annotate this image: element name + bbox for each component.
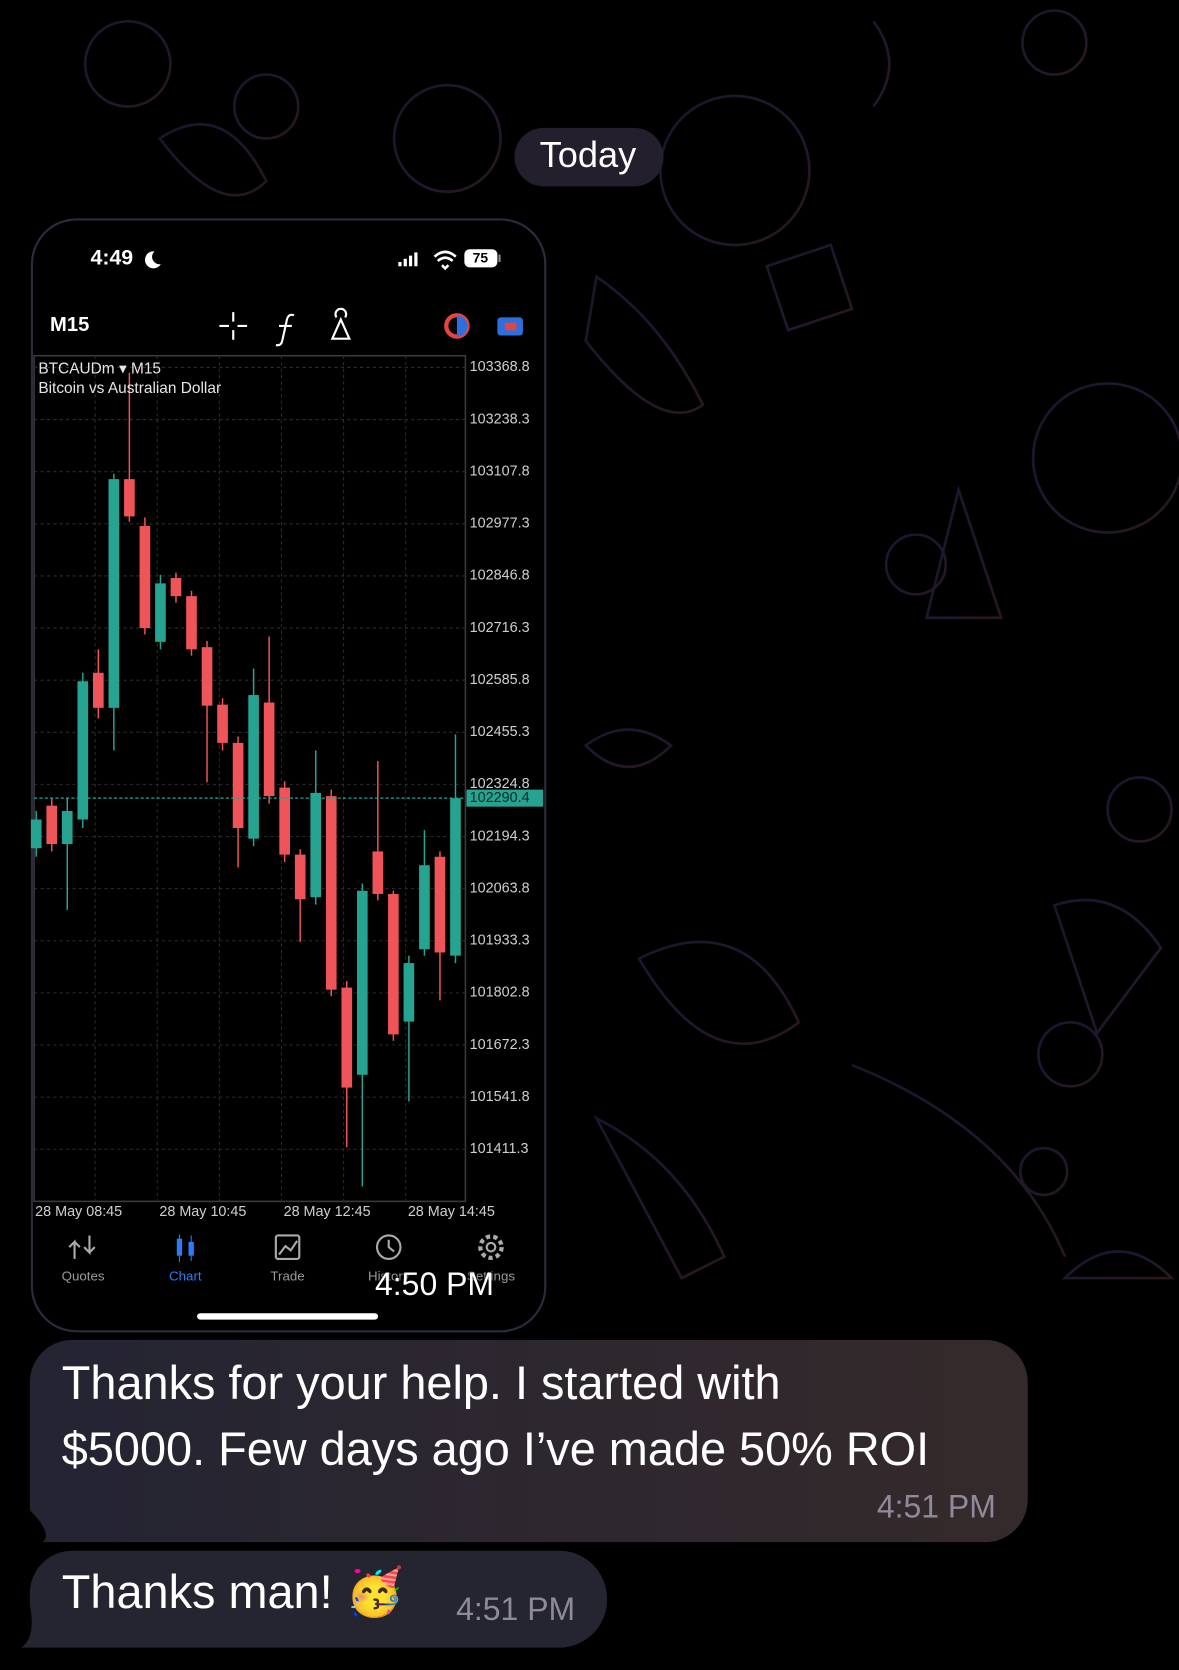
- candle-body: [294, 854, 306, 900]
- chart-icon[interactable]: [176, 1234, 194, 1263]
- message-bubble[interactable]: [21, 1550, 608, 1648]
- message-text: Thanks man! 🥳: [62, 1564, 404, 1619]
- chart-subtitle: Bitcoin vs Australian Dollar: [38, 380, 221, 397]
- y-tick-label: 101541.8: [470, 1089, 530, 1105]
- objects-icon[interactable]: [330, 307, 351, 340]
- current-price-box: [466, 789, 544, 807]
- y-tick-label: 102716.3: [470, 620, 530, 636]
- date-badge: [514, 127, 664, 187]
- timeframe-button[interactable]: M15: [50, 314, 89, 336]
- message-time: 4:50 PM: [375, 1266, 494, 1302]
- chart-title: BTCAUDm ▾ M15: [38, 361, 161, 378]
- candle-body: [341, 987, 353, 1088]
- nav-tab-label[interactable]: Chart: [169, 1269, 202, 1284]
- candle-body: [77, 681, 89, 820]
- indicators-icon[interactable]: [275, 313, 295, 347]
- settings-center: [485, 1241, 497, 1253]
- y-tick-label: 101933.3: [470, 933, 530, 949]
- candle-body: [61, 811, 73, 844]
- doodle-pattern: [83, 9, 1179, 1450]
- candle-body: [92, 672, 104, 708]
- message-text: $5000. Few days ago I’ve made 50% ROI: [62, 1423, 929, 1475]
- candle-body: [124, 479, 135, 517]
- candle-body: [30, 819, 42, 849]
- candle-body: [155, 583, 166, 642]
- nav-tab-label[interactable]: Settings: [467, 1269, 515, 1284]
- plot-frame: [33, 354, 467, 1203]
- quotes-icon[interactable]: [68, 1235, 96, 1259]
- bottom-nav: Quotes Chart Trade History Settings: [62, 1234, 515, 1284]
- nav-tab-label[interactable]: Quotes: [62, 1269, 105, 1284]
- trade-icon-half: [456, 315, 468, 337]
- date-badge-text: Today: [540, 134, 638, 175]
- candle-body: [263, 702, 275, 797]
- candle-body: [279, 787, 290, 855]
- y-tick-label: 102455.3: [470, 724, 530, 740]
- x-tick-label: 28 May 10:45: [159, 1204, 246, 1220]
- moon-icon: [144, 251, 161, 269]
- y-tick-label: 101672.3: [470, 1037, 530, 1053]
- settings-icon[interactable]: [478, 1234, 504, 1260]
- battery-level: 75: [473, 249, 489, 265]
- wifi-icon: [433, 250, 457, 271]
- y-tick-label: 103107.8: [470, 463, 530, 479]
- message-bubble[interactable]: [29, 1339, 1028, 1543]
- y-tick-label: 102846.8: [470, 568, 530, 584]
- candlestick-chart: 103368.8 103238.3 103107.8 102977.3 102846.8…: [30, 354, 544, 1220]
- y-tick-label: 102324.8: [470, 776, 530, 792]
- trade-tab-icon[interactable]: [274, 1234, 301, 1260]
- battery-tip: [498, 254, 501, 263]
- y-tick-label: 102194.3: [470, 828, 530, 844]
- y-tick-label: 102977.3: [470, 516, 530, 532]
- candle-body: [372, 851, 384, 894]
- trade-tab-line: [278, 1240, 299, 1256]
- current-price-label: 102290.4: [470, 790, 530, 806]
- candle-body: [450, 798, 461, 956]
- y-tick-label: 102063.8: [470, 880, 530, 896]
- x-tick-label: 28 May 12:45: [284, 1204, 371, 1220]
- y-tick-label: 102585.8: [470, 672, 530, 688]
- nav-tab-label[interactable]: Trade: [270, 1269, 304, 1284]
- crosshair-icon[interactable]: [219, 312, 248, 340]
- message-time: 4:51 PM: [456, 1591, 575, 1627]
- candle-body: [170, 578, 182, 597]
- candle-body: [248, 695, 259, 839]
- history-icon[interactable]: [375, 1234, 402, 1260]
- candle-body: [434, 856, 446, 953]
- y-tick-label: 101411.3: [470, 1141, 529, 1157]
- y-tick-label: 101802.8: [470, 985, 530, 1001]
- x-tick-label: 28 May 08:45: [35, 1204, 122, 1220]
- candle-body: [356, 890, 368, 1075]
- candle-body: [310, 792, 322, 898]
- candle-body: [232, 742, 244, 829]
- battery: [464, 249, 498, 268]
- history-hands: [387, 1239, 395, 1253]
- x-tick-label: 28 May 14:45: [408, 1204, 495, 1220]
- account-icon-inner: [504, 322, 517, 331]
- candle-body: [186, 596, 197, 650]
- candle-body: [388, 893, 399, 1035]
- y-tick-label: 103238.3: [470, 411, 530, 427]
- candle-body: [217, 704, 228, 743]
- candle-body: [325, 796, 337, 990]
- candle-body: [108, 479, 120, 708]
- candle-body: [419, 865, 430, 950]
- status-time: 4:49: [91, 245, 134, 269]
- home-indicator: [197, 1313, 379, 1320]
- y-tick-label: 103368.8: [470, 359, 530, 375]
- photo-message[interactable]: [30, 218, 547, 1333]
- message-time: 4:51 PM: [877, 1489, 996, 1525]
- signal-icon: [398, 252, 418, 267]
- candle-body: [139, 525, 151, 629]
- candle-body: [46, 805, 58, 844]
- nav-tab-label[interactable]: History: [368, 1269, 410, 1284]
- candle-body: [403, 963, 415, 1022]
- candle-body: [201, 647, 213, 706]
- message-text: Thanks for your help. I started with: [62, 1357, 781, 1409]
